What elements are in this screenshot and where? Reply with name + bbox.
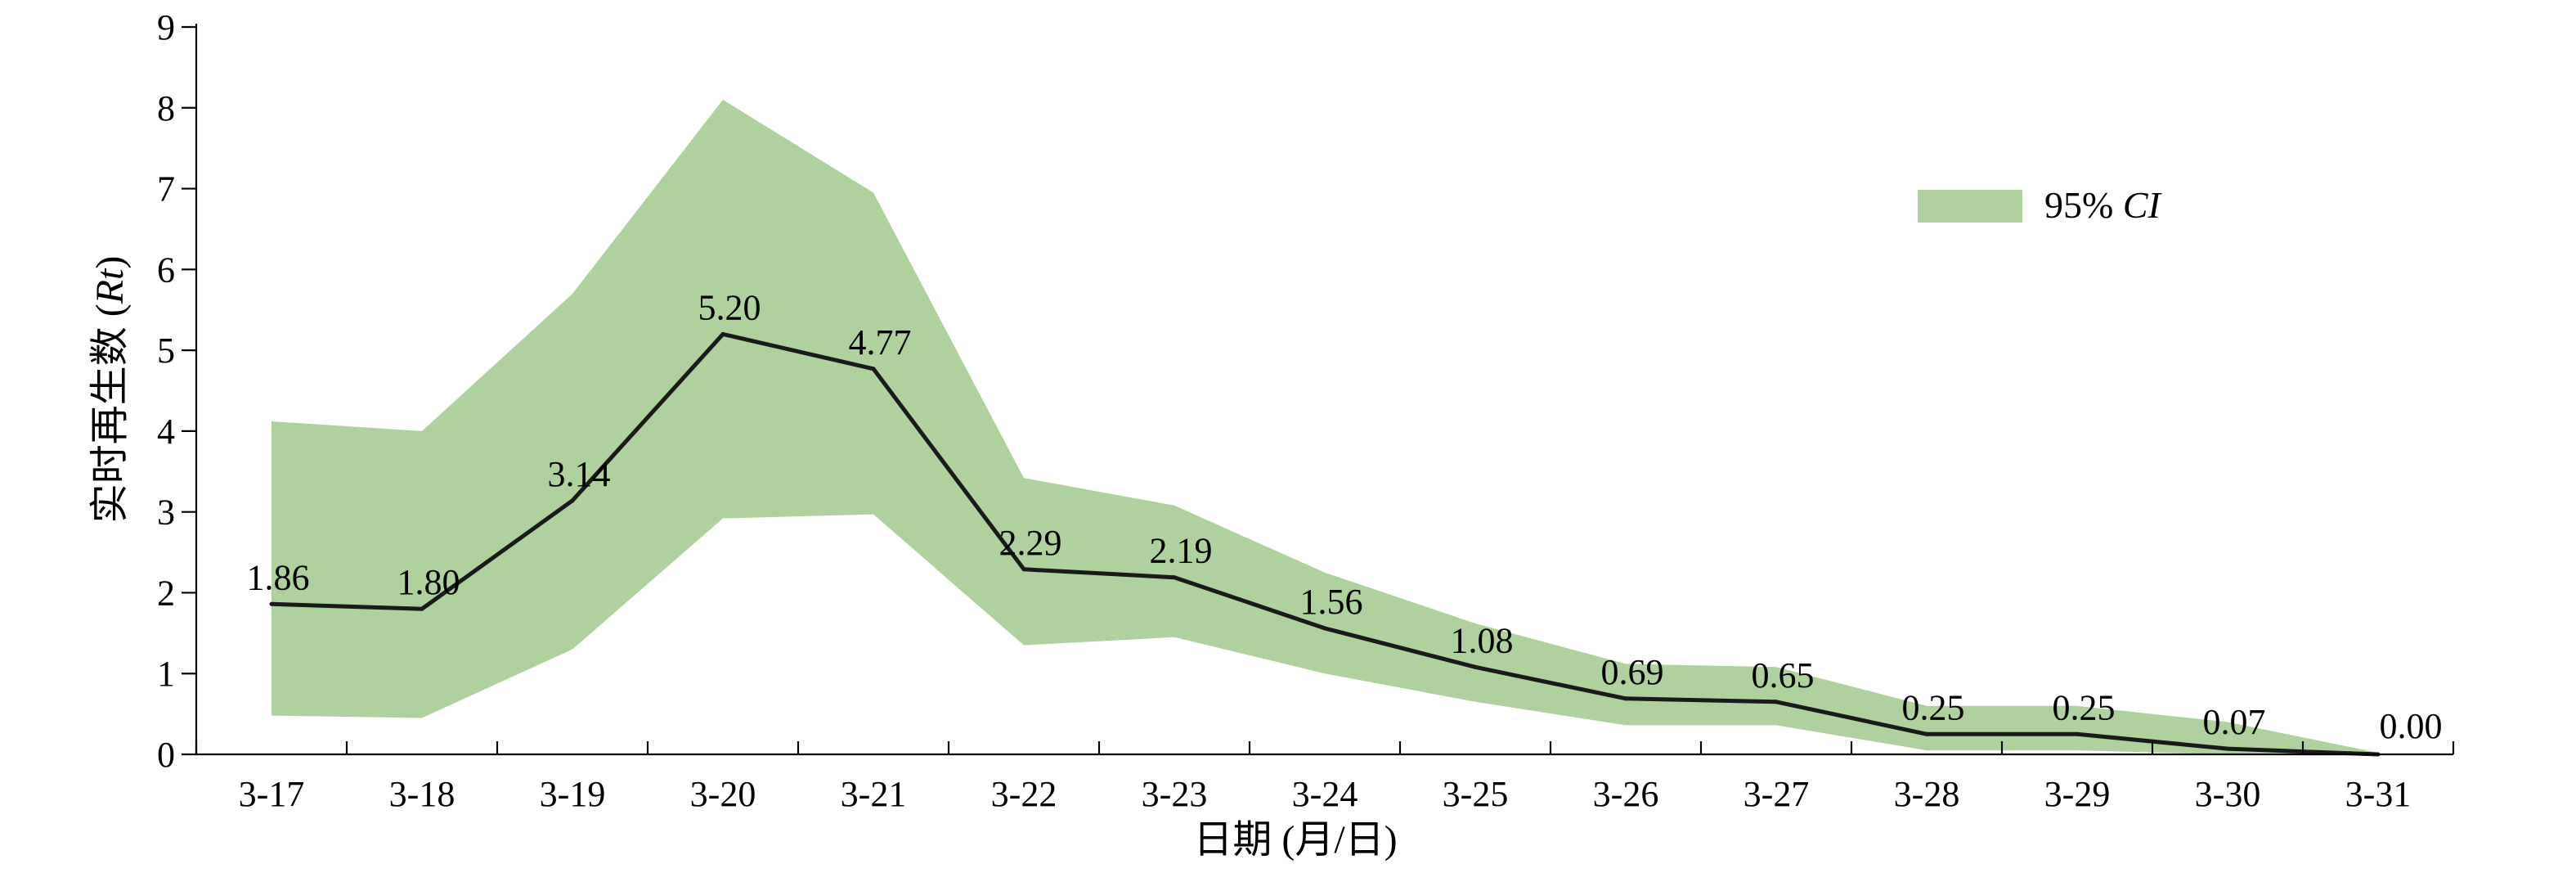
- y-tick-label: 9: [157, 7, 175, 47]
- x-tick-label: 3-27: [1744, 774, 1810, 814]
- x-tick-label: 3-19: [540, 774, 606, 814]
- data-label: 5.20: [698, 287, 761, 327]
- x-tick-label: 3-22: [991, 774, 1057, 814]
- x-tick-label: 3-29: [2044, 774, 2111, 814]
- data-label: 2.29: [999, 523, 1062, 563]
- x-tick-label: 3-28: [1894, 774, 1960, 814]
- data-label: 1.56: [1300, 582, 1363, 622]
- legend: 95% CI: [1918, 184, 2163, 226]
- y-tick-label: 1: [157, 654, 175, 694]
- data-label: 0.07: [2203, 702, 2266, 742]
- x-tick-label: 3-20: [690, 774, 756, 814]
- data-label: 1.80: [397, 562, 460, 602]
- data-label: 0.00: [2380, 706, 2443, 746]
- y-tick-label: 2: [157, 573, 175, 613]
- data-point: [871, 367, 876, 371]
- data-label: 3.14: [548, 454, 611, 494]
- data-label: 4.77: [849, 322, 912, 362]
- data-point: [1021, 567, 1026, 572]
- y-tick-label: 4: [157, 412, 175, 452]
- data-point: [570, 498, 575, 503]
- x-tick-label: 3-24: [1292, 774, 1358, 814]
- x-tick-label: 3-21: [841, 774, 907, 814]
- ci-band: [272, 99, 2378, 754]
- data-point: [1623, 696, 1628, 701]
- x-tick-label: 3-31: [2345, 774, 2412, 814]
- y-tick-label: 8: [157, 88, 175, 128]
- y-axis-title: 实时再生数 (Rt): [88, 256, 132, 524]
- series-line-layer: [269, 331, 2381, 757]
- y-tick-label: 6: [157, 250, 175, 290]
- x-tick-label: 3-26: [1593, 774, 1659, 814]
- x-axis-title: 日期 (月/日): [1193, 818, 1397, 862]
- y-tick-label: 7: [157, 169, 175, 209]
- x-tick-label: 3-30: [2195, 774, 2261, 814]
- y-tick-label: 3: [157, 493, 175, 533]
- data-point: [1172, 575, 1177, 580]
- data-label: 1.08: [1451, 620, 1514, 660]
- axes-layer: 0 1 2 3 4 5 6 7 8 9 3-17 3-18 3-19 3-20 3-21 3-22 3-23 3-…: [157, 7, 2455, 814]
- data-point: [1774, 700, 1779, 704]
- data-label: 0.25: [2053, 687, 2116, 727]
- y-tick-label: 5: [157, 331, 175, 371]
- data-label-layer: 1.86 1.80 3.14 5.20 4.77 2.29 2.19 1.56 1.08 0.69…: [247, 287, 2443, 746]
- x-tick-label: 3-23: [1142, 774, 1208, 814]
- ci-band-layer: [272, 99, 2378, 754]
- data-point: [720, 331, 725, 336]
- x-tick-label: 3-25: [1443, 774, 1509, 814]
- data-label: 1.86: [247, 557, 310, 597]
- data-label: 2.19: [1150, 531, 1213, 571]
- x-tick-label: 3-17: [239, 774, 305, 814]
- data-point: [1322, 626, 1327, 631]
- x-tick-label: 3-18: [389, 774, 456, 814]
- data-point: [1924, 731, 1929, 736]
- data-label: 0.25: [1902, 687, 1965, 727]
- data-point: [269, 601, 274, 606]
- data-point: [420, 606, 424, 611]
- y-tick-label: 0: [157, 735, 175, 775]
- data-point: [1473, 664, 1478, 669]
- legend-label-ci: 95% CI: [2044, 184, 2163, 226]
- legend-swatch-ci: [1918, 190, 2022, 223]
- data-point: [2225, 746, 2230, 751]
- data-label: 0.69: [1601, 652, 1664, 692]
- data-label: 0.65: [1752, 655, 1815, 695]
- data-point: [2075, 731, 2080, 736]
